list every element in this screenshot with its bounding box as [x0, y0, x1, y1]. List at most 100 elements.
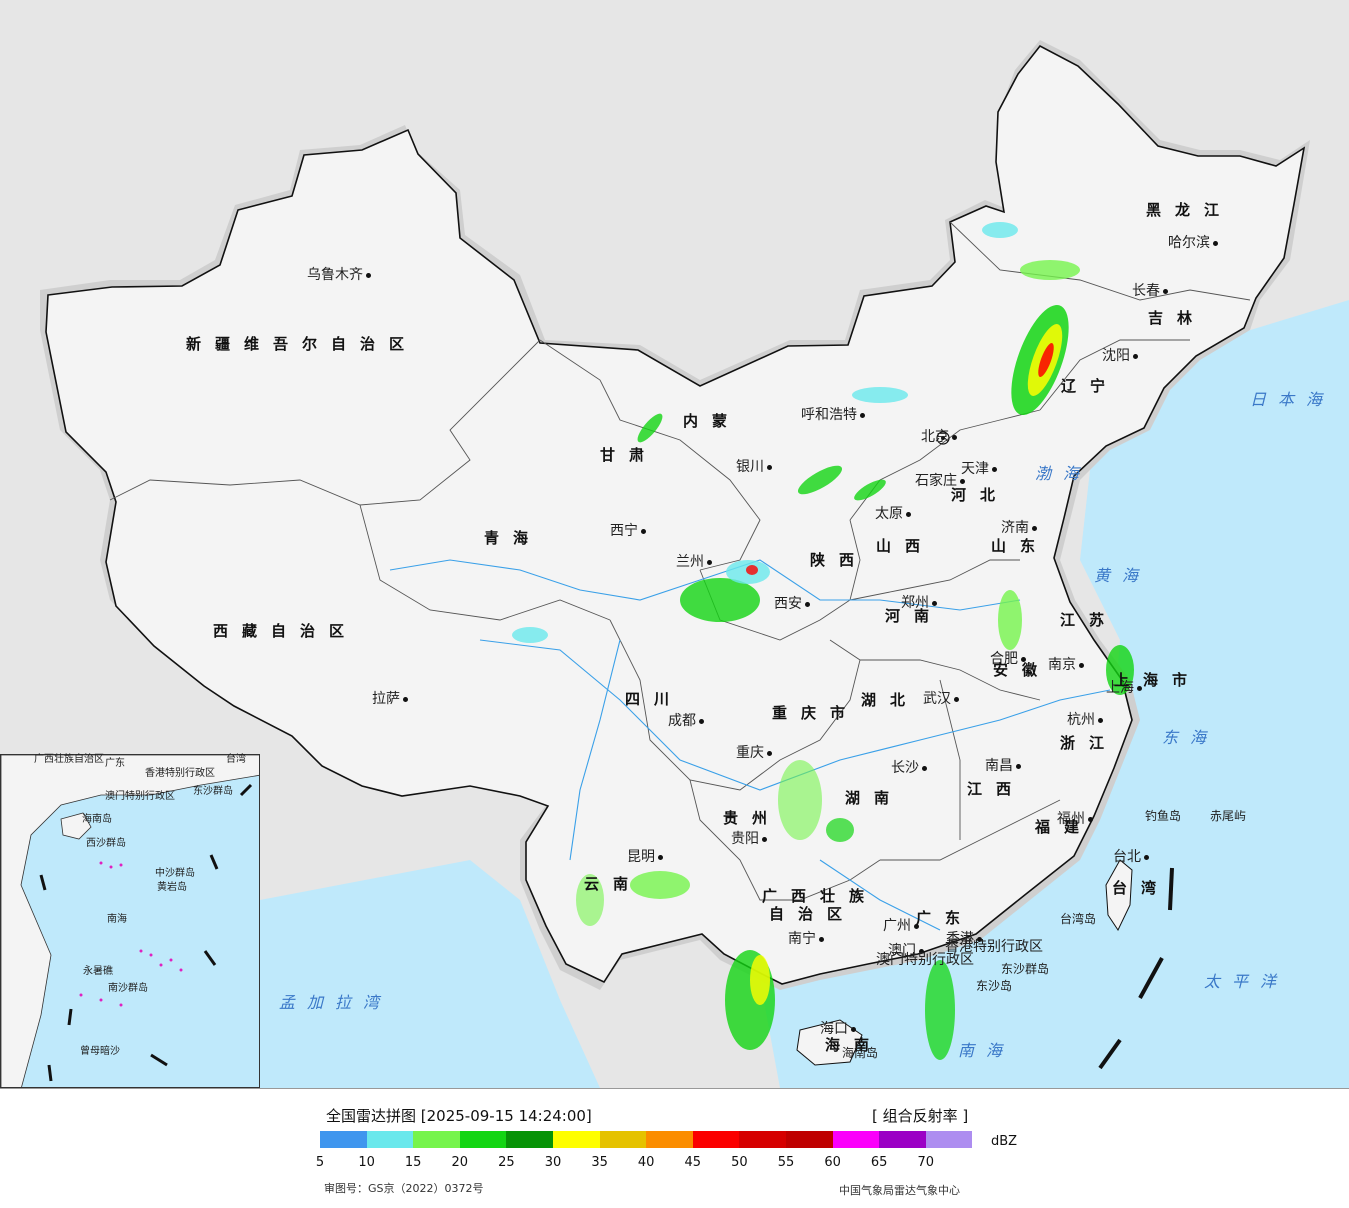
city-label: 台北 — [1113, 850, 1152, 864]
scale-swatch — [785, 1131, 833, 1148]
province-label: 四川 — [625, 690, 684, 708]
city-label: 南宁 — [788, 932, 827, 946]
province-label: 海南 — [825, 1036, 884, 1054]
city-label: 长春 — [1132, 284, 1171, 298]
scale-swatch — [925, 1131, 973, 1148]
city-dot-icon — [819, 936, 824, 942]
province-label: 湖北 — [861, 691, 920, 709]
legend-panel: 全国雷达拼图 [2025-09-15 14:24:00] [ 组合反射率 ] 5… — [0, 1089, 1349, 1208]
beijing-marker — [936, 431, 950, 445]
scale-swatch — [692, 1131, 740, 1148]
inset-label: 澳门特别行政区 — [105, 791, 175, 802]
special-region-label: 澳门特别行政区 — [876, 952, 974, 968]
scale-swatch — [320, 1131, 367, 1148]
sea-label: 日本海 — [1250, 390, 1335, 409]
sea-label: 渤海 — [1035, 464, 1092, 483]
scale-swatch — [832, 1131, 880, 1148]
scale-tick: 60 — [824, 1155, 841, 1170]
scale-swatch — [366, 1131, 414, 1148]
province-borders — [109, 221, 1251, 901]
province-label: 辽宁 — [1061, 377, 1120, 395]
scale-tick: 65 — [870, 1155, 888, 1170]
city-dot-icon — [366, 272, 371, 278]
scale-swatch — [879, 1131, 926, 1148]
province-label: 新疆维吾尔自治区 — [186, 335, 419, 353]
island-label: 东沙岛 — [976, 979, 1013, 993]
province-label: 贵州 — [723, 809, 782, 827]
island-label: 海南岛 — [842, 1046, 879, 1060]
scale-tick: 15 — [404, 1155, 422, 1170]
city-dot-icon — [805, 601, 810, 607]
scale-tick: 50 — [731, 1155, 748, 1170]
city-dot-icon — [707, 559, 712, 565]
province-label: 西藏自治区 — [213, 622, 359, 640]
island-label: 赤尾屿 — [1210, 809, 1247, 823]
scale-swatch — [646, 1131, 693, 1148]
city-dot-icon — [1163, 288, 1168, 294]
city-label: 呼和浩特 — [801, 408, 868, 422]
province-label: 自治区 — [769, 905, 857, 923]
city-label: 太原 — [875, 507, 914, 521]
inset-label: 东沙群岛 — [193, 786, 233, 797]
city-label: 拉萨 — [372, 692, 411, 706]
data-source: 中国气象局雷达气象中心 — [839, 1184, 960, 1197]
city-label: 南京 — [1048, 658, 1087, 672]
province-label: 湖南 — [845, 789, 904, 807]
city-label: 海口 — [820, 1022, 859, 1036]
province-label: 上海市 — [1114, 671, 1202, 689]
inset-canvas — [1, 755, 259, 1087]
scale-tick: 45 — [684, 1155, 702, 1170]
scale-tick: 70 — [917, 1155, 935, 1170]
city-dot-icon — [952, 434, 957, 440]
city-label: 沈阳 — [1102, 349, 1141, 363]
city-dot-icon — [1213, 240, 1218, 246]
city-label: 哈尔滨 — [1168, 236, 1221, 250]
province-label: 河北 — [951, 486, 1010, 504]
city-label: 郑州 — [901, 596, 940, 610]
scale-swatch — [459, 1131, 507, 1148]
inset-label: 广西壮族自治区 — [34, 754, 104, 765]
sea-area — [760, 300, 1349, 1088]
province-label: 江苏 — [1060, 611, 1119, 629]
scale-tick: 35 — [591, 1155, 608, 1170]
city-label: 贵阳 — [731, 832, 770, 846]
island-label: 台湾岛 — [1060, 912, 1097, 926]
city-dot-icon — [1032, 525, 1037, 531]
city-dot-icon — [960, 478, 965, 484]
province-label: 福建 — [1035, 818, 1094, 836]
city-label: 香港 — [946, 932, 985, 946]
city-label: 成都 — [668, 714, 707, 728]
city-label: 北京 — [921, 430, 960, 444]
product-type: [ 组合反射率 ] — [872, 1107, 969, 1125]
city-dot-icon — [1021, 656, 1026, 662]
city-label: 西宁 — [610, 524, 649, 538]
city-dot-icon — [1088, 816, 1093, 822]
south-china-sea-inset — [0, 754, 260, 1088]
city-dot-icon — [403, 696, 408, 702]
city-dot-icon — [860, 412, 865, 418]
city-label: 福州 — [1057, 812, 1096, 826]
radar-map[interactable] — [0, 0, 1349, 1089]
province-label: 广西壮族 — [762, 887, 879, 905]
province-label: 河南 — [885, 607, 944, 625]
province-label: 浙江 — [1060, 734, 1119, 752]
inset-label: 曾母暗沙 — [80, 1046, 120, 1057]
scale-tick: 30 — [544, 1155, 562, 1170]
city-label: 杭州 — [1067, 713, 1106, 727]
province-label: 重庆市 — [772, 704, 860, 722]
bay-of-bengal — [260, 860, 600, 1088]
city-dot-icon — [914, 923, 919, 929]
city-label: 重庆 — [736, 746, 775, 760]
taiwan-island — [1105, 859, 1133, 932]
city-dot-icon — [932, 600, 937, 606]
color-scale — [320, 1131, 973, 1148]
inset-label: 香港特别行政区 — [145, 768, 215, 779]
city-dot-icon — [977, 936, 982, 942]
inset-label: 海南岛 — [82, 814, 112, 825]
island-label: 东沙群岛 — [1001, 962, 1050, 976]
scale-swatch — [552, 1131, 600, 1148]
city-label: 石家庄 — [915, 474, 968, 488]
province-label: 陕西 — [810, 551, 869, 569]
city-dot-icon — [658, 854, 663, 860]
city-label: 南昌 — [985, 759, 1024, 773]
